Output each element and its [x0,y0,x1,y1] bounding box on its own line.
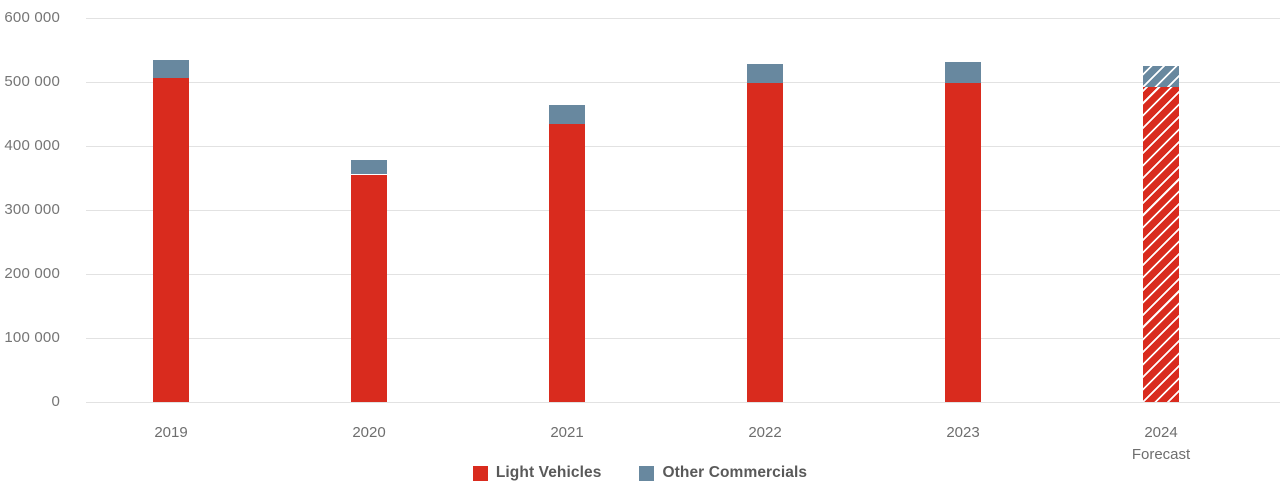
y-axis-label: 200 000 [4,264,60,282]
x-axis-label-2023: 2023 [893,422,1033,444]
y-axis-label: 500 000 [4,72,60,90]
legend-item-other-commercials: Other Commercials [639,464,807,482]
gridline [86,209,1280,211]
x-axis-label-line: 2023 [946,424,980,441]
x-axis-label-line: 2024 [1144,424,1178,441]
bar-segment-light-vehicles-2021 [549,123,585,402]
bar-segment-other-commercials-2023 [945,62,981,83]
legend-label-other-commercials: Other Commercials [662,464,808,481]
legend-swatch-light-vehicles [472,465,488,481]
x-axis-label-2024-Forecast: 2024 Forecast [1091,422,1231,466]
x-axis-label-line: 2021 [550,424,584,441]
bar-segment-other-commercials-2024-Forecast [1143,65,1179,87]
gridline [86,337,1280,339]
legend: Light Vehicles Other Commercials [0,464,1280,482]
legend-swatch-other-commercials [639,465,655,481]
bar-segment-other-commercials-2020 [351,159,387,175]
bar-segment-light-vehicles-2019 [153,77,189,402]
legend-label-light-vehicles: Light Vehicles [495,464,602,481]
x-axis-label-line: 2020 [352,424,386,441]
y-axis-label: 300 000 [4,200,60,218]
bar-segment-light-vehicles-2022 [747,82,783,402]
y-axis-label: 600 000 [4,8,60,26]
gridline [86,81,1280,83]
x-axis-label-2022: 2022 [695,422,835,444]
x-axis-label-line: Forecast [1131,446,1191,463]
x-axis-label-2019: 2019 [101,422,241,444]
gridline [86,145,1280,147]
bar-segment-light-vehicles-2020 [351,174,387,402]
x-axis-label-line: 2022 [748,424,782,441]
bar-segment-light-vehicles-2024-Forecast [1143,86,1179,402]
y-axis-label: 100 000 [4,328,60,346]
x-axis-label-line: 2019 [154,424,188,441]
gridline [86,17,1280,19]
gridline [86,273,1280,275]
y-axis-label: 400 000 [4,136,60,154]
x-axis-label-2020: 2020 [299,422,439,444]
x-axis-label-2021: 2021 [497,422,637,444]
bar-segment-other-commercials-2022 [747,63,783,83]
bar-segment-other-commercials-2019 [153,59,189,78]
legend-item-light-vehicles: Light Vehicles [472,464,602,482]
gridline [86,402,1280,403]
bar-segment-light-vehicles-2023 [945,82,981,402]
bar-segment-other-commercials-2021 [549,104,585,124]
y-axis-label: 0 [51,393,60,410]
